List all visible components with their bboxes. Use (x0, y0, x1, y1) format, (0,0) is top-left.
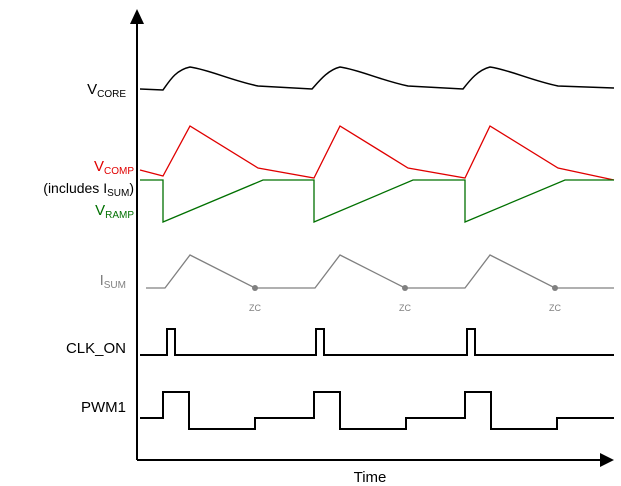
zc-marker (252, 285, 258, 291)
vcore-waveform (140, 67, 614, 90)
vcomp-waveform (140, 126, 614, 180)
zc-marker (552, 285, 558, 291)
x-axis-arrowhead (600, 453, 614, 467)
clk-on-label: CLK_ON (66, 340, 126, 357)
isum-waveform (146, 255, 614, 288)
vramp-label: VRAMP (95, 202, 134, 221)
zc-label: ZC (249, 303, 261, 313)
zc-label: ZC (549, 303, 561, 313)
zc-label: ZC (399, 303, 411, 313)
vcore-label: VCORE (87, 81, 126, 100)
vcomp-label: VCOMP (94, 158, 134, 177)
pwm1-label: PWM1 (81, 399, 126, 416)
y-axis-arrowhead (130, 9, 144, 24)
includes-isum-label: (includes ISUM) (43, 180, 134, 199)
pwm1-waveform (140, 392, 614, 429)
zc-marker (402, 285, 408, 291)
isum-label: ISUM (100, 272, 126, 291)
clk-on-waveform (140, 329, 614, 355)
x-axis-label: Time (354, 469, 387, 486)
vramp-waveform (140, 180, 614, 222)
